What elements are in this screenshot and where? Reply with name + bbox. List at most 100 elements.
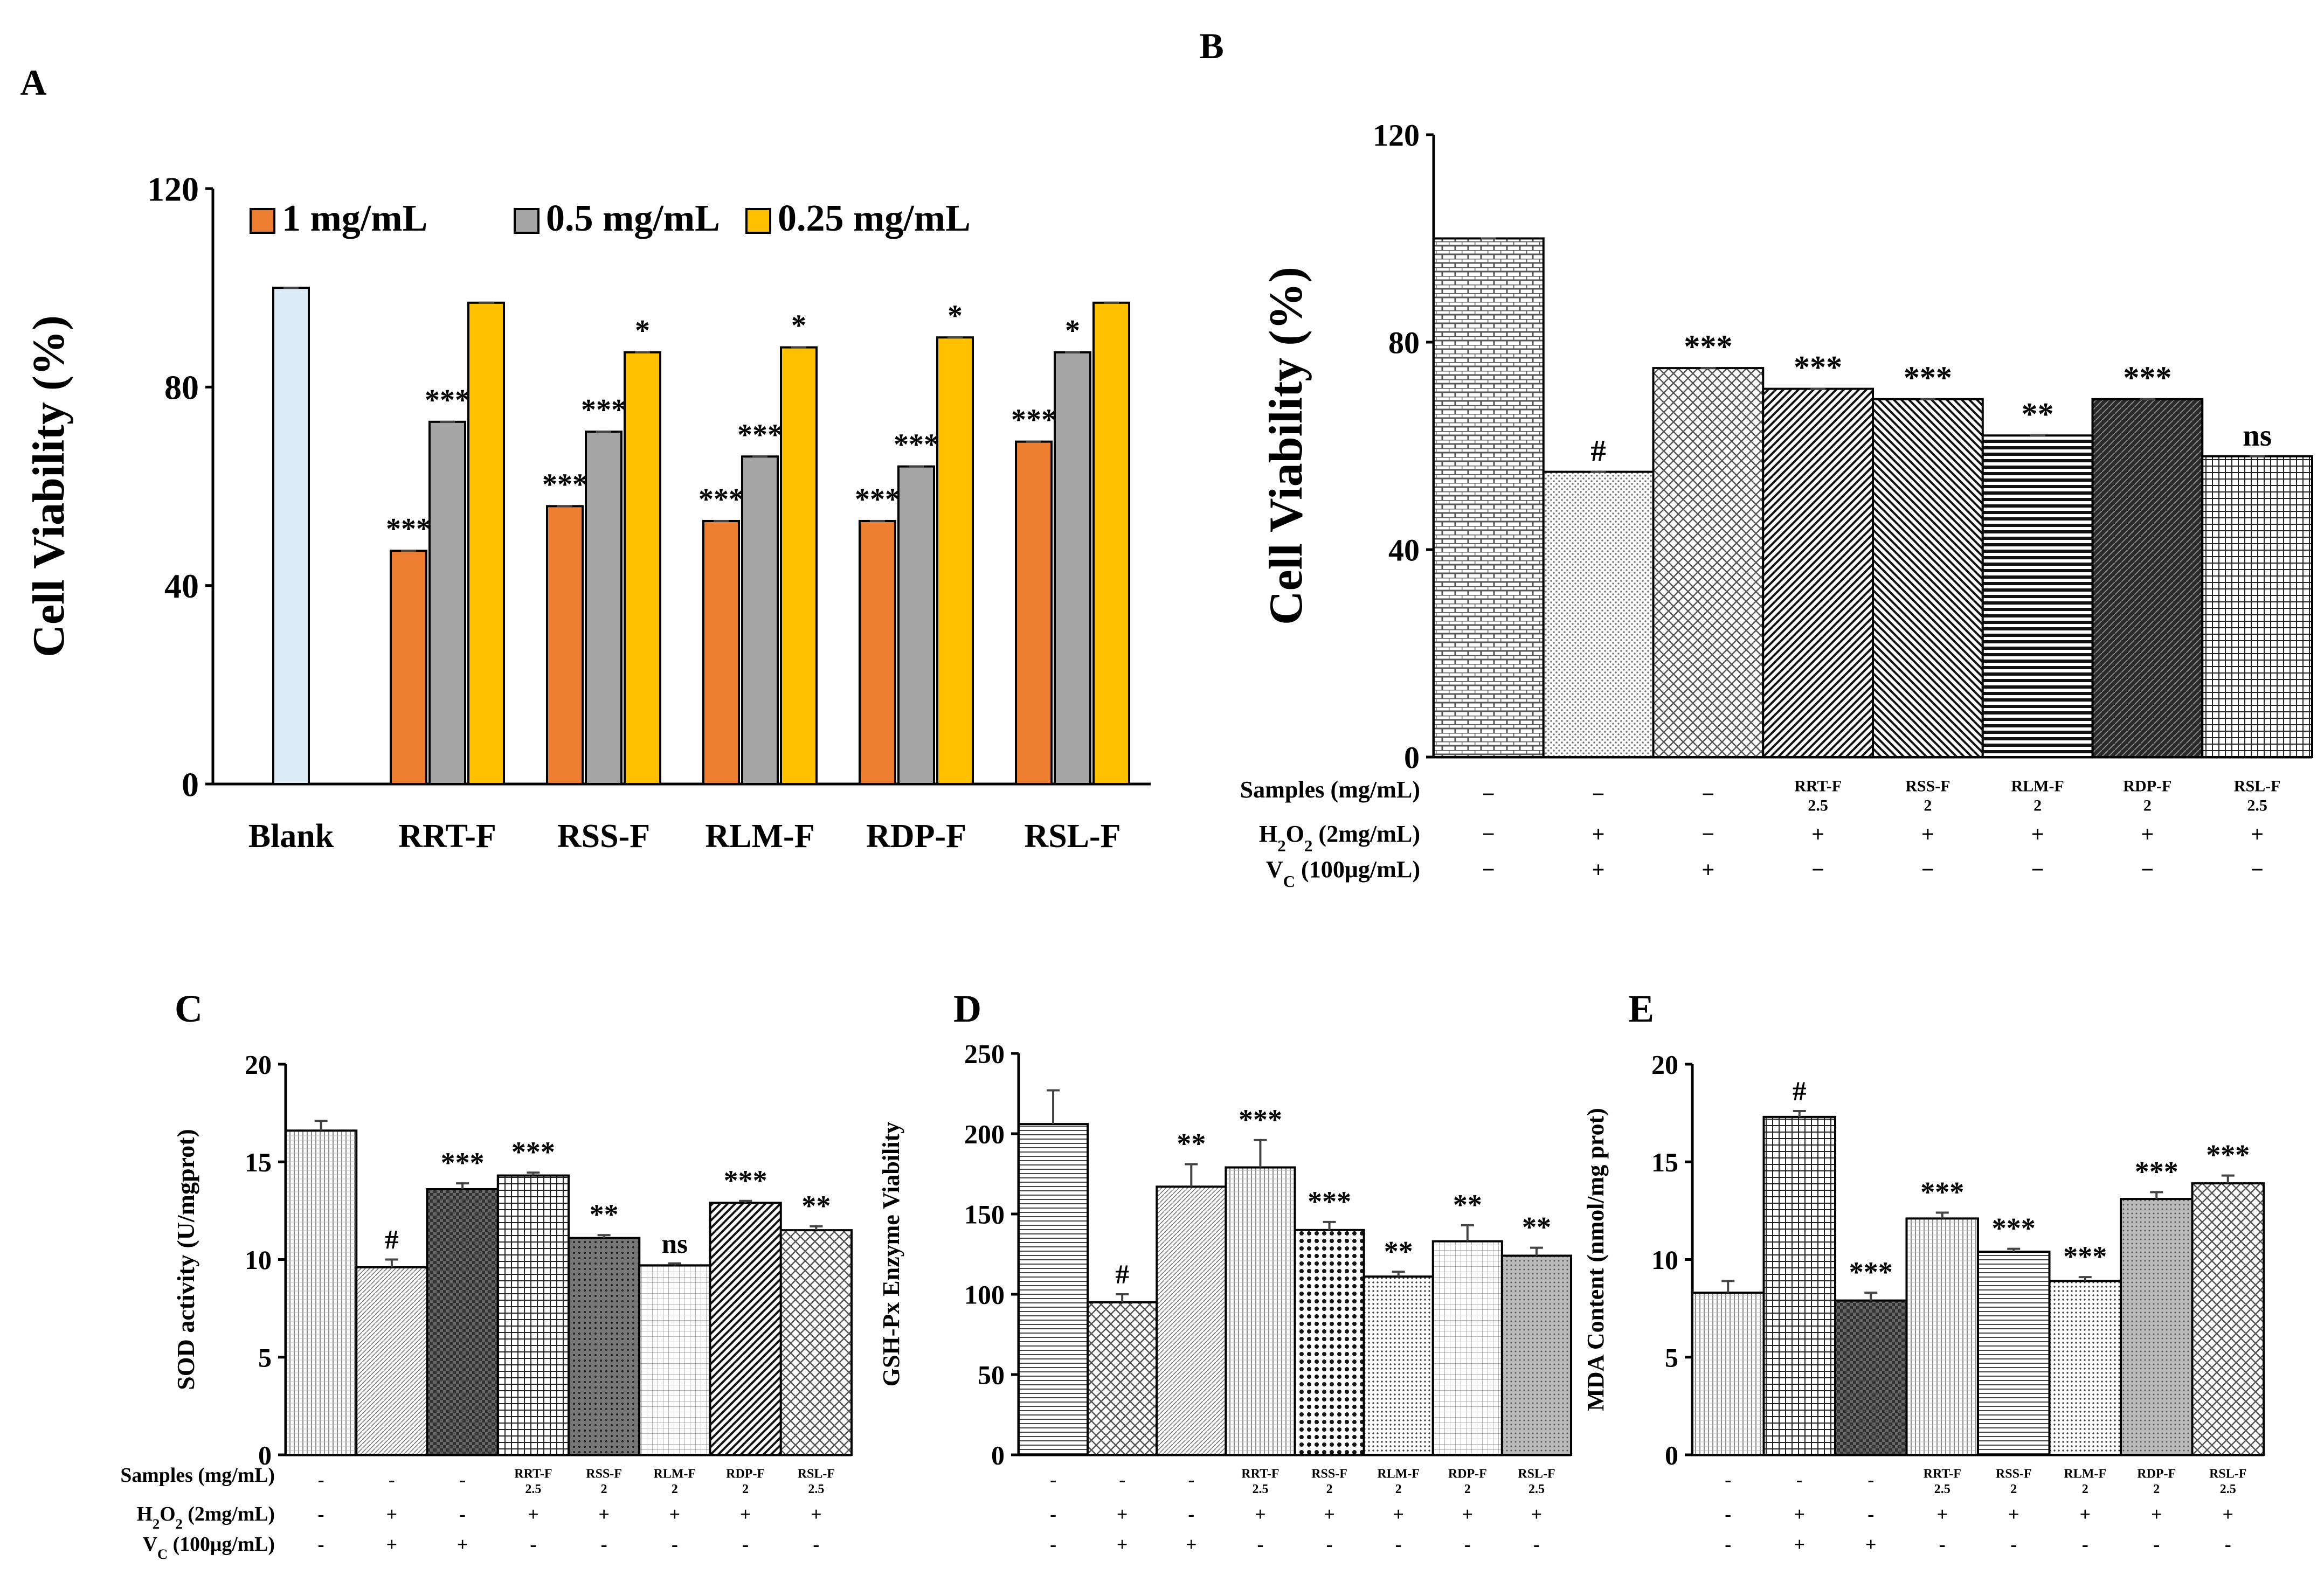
- a-y-tick-label: 40: [164, 567, 199, 605]
- c-vc-mark: -: [813, 1534, 819, 1555]
- b-significance-mark: #: [1590, 434, 1606, 468]
- c-bar: [779, 1229, 853, 1456]
- c-h2o2-mark: -: [318, 1503, 324, 1525]
- b-h2o2-mark: +: [1811, 822, 1824, 847]
- b-h2o2-mark: −: [1482, 822, 1495, 847]
- e-vc-mark: -: [1939, 1534, 1946, 1555]
- b-row-label-vc: VC (100μg/mL): [1266, 856, 1420, 891]
- d-vc-mark: -: [1395, 1534, 1402, 1555]
- a-y-tick-label: 120: [147, 170, 199, 208]
- e-sample-dose: 2.5: [1934, 1482, 1950, 1496]
- a-bar: [585, 431, 622, 785]
- e-sample-dose: 2.5: [2220, 1482, 2236, 1496]
- b-bar: [1981, 434, 2094, 758]
- c-significance-mark: ***: [511, 1136, 555, 1168]
- e-vc-mark: -: [2153, 1534, 2160, 1555]
- e-vc-mark: -: [2225, 1534, 2231, 1555]
- c-row-label-h2o2: H2O2 (2mg/mL): [137, 1503, 275, 1532]
- c-significance-mark: ***: [724, 1164, 767, 1197]
- e-significance-mark: ***: [1920, 1176, 1964, 1209]
- b-vc-mark: −: [1482, 858, 1495, 883]
- e-h2o2-mark: -: [1725, 1503, 1731, 1525]
- e-h2o2-mark: +: [2008, 1503, 2019, 1525]
- c-y-axis-title: SOD activity (U/mgprot): [172, 1129, 199, 1390]
- b-h2o2-mark: +: [2031, 822, 2044, 847]
- e-sample-name: RRT-F: [1924, 1467, 1961, 1481]
- b-samples-mark: −: [1482, 782, 1495, 807]
- a-legend-label: 0.25 mg/mL: [778, 198, 971, 239]
- a-legend-swatch: [514, 208, 540, 234]
- e-h2o2-mark: +: [2222, 1503, 2233, 1525]
- c-h2o2-mark: +: [386, 1503, 398, 1525]
- c-y-tick-label: 5: [258, 1342, 272, 1372]
- d-significance-mark: #: [1115, 1259, 1129, 1290]
- d-h2o2-mark: -: [1188, 1503, 1194, 1525]
- e-bar: [2048, 1280, 2122, 1456]
- a-legend-swatch: [250, 208, 275, 234]
- e-significance-mark: ***: [1992, 1212, 2036, 1245]
- e-sample-name: RLM-F: [2064, 1467, 2106, 1481]
- e-y-tick-label: 5: [1665, 1342, 1678, 1372]
- e-sample-dose: 2: [2153, 1482, 2160, 1496]
- b-y-tick-label: 0: [1404, 740, 1420, 775]
- c-sample-dose: 2: [601, 1482, 607, 1496]
- e-sample-name: RSS-F: [1996, 1467, 2032, 1481]
- d-significance-mark: **: [1384, 1235, 1413, 1267]
- d-sample-name: RLM-F: [1377, 1467, 1420, 1481]
- c-bar: [568, 1237, 641, 1456]
- c-vc-mark: -: [742, 1534, 749, 1555]
- e-vc-mark: -: [2010, 1534, 2017, 1555]
- d-significance-mark: ***: [1308, 1185, 1351, 1218]
- c-samples-mark: -: [318, 1469, 324, 1490]
- d-significance-mark: **: [1177, 1128, 1206, 1160]
- a-bar: [467, 301, 505, 785]
- c-bar: [709, 1202, 782, 1456]
- d-significance-mark: ***: [1239, 1104, 1282, 1136]
- c-sample-dose: 2.5: [808, 1482, 824, 1496]
- a-bar: [1015, 440, 1053, 785]
- e-vc-mark: +: [1794, 1534, 1805, 1555]
- d-y-axis-title: GSH-Px Enzyme Viability: [878, 1122, 904, 1386]
- d-sample-name: RDP-F: [1448, 1467, 1487, 1481]
- e-significance-mark: ***: [2135, 1155, 2178, 1188]
- a-bar: [741, 455, 779, 785]
- c-y-tick-label: 20: [245, 1050, 272, 1080]
- a-significance-mark: *: [635, 314, 650, 348]
- c-sample-dose: 2: [742, 1482, 749, 1496]
- b-h2o2-mark: +: [2251, 822, 2264, 847]
- panel-label-d: D: [953, 987, 981, 1030]
- a-bar: [1092, 301, 1130, 785]
- e-y-tick-label: 20: [1651, 1050, 1678, 1080]
- a-bar: [702, 519, 740, 785]
- a-significance-mark: *: [791, 309, 806, 343]
- e-sample-name: RSL-F: [2209, 1467, 2246, 1481]
- c-sample-name: RLM-F: [654, 1467, 696, 1481]
- a-bar: [546, 505, 584, 785]
- d-sample-name: RSL-F: [1518, 1467, 1555, 1481]
- a-bar: [859, 519, 896, 785]
- c-sample-name: RSL-F: [798, 1467, 835, 1481]
- e-bar: [2191, 1182, 2265, 1456]
- b-samples-mark: −: [1592, 782, 1605, 807]
- a-legend-label: 0.5 mg/mL: [546, 198, 720, 239]
- d-sample-name: RRT-F: [1241, 1467, 1279, 1481]
- b-significance-mark: ***: [2123, 360, 2171, 396]
- d-vc-mark: -: [1257, 1534, 1263, 1555]
- c-h2o2-mark: +: [740, 1503, 751, 1525]
- d-h2o2-mark: +: [1462, 1503, 1474, 1525]
- d-bar: [1500, 1254, 1572, 1456]
- b-significance-mark: ***: [1794, 350, 1842, 385]
- c-significance-mark: **: [590, 1198, 619, 1231]
- c-h2o2-mark: -: [459, 1503, 466, 1525]
- d-vc-mark: -: [1050, 1534, 1056, 1555]
- d-bar: [1431, 1240, 1503, 1456]
- d-sample-dose: 2: [1464, 1482, 1471, 1496]
- b-bar: [2091, 398, 2204, 758]
- c-significance-mark: **: [801, 1190, 831, 1222]
- c-vc-mark: +: [457, 1534, 468, 1555]
- b-row-label-samples: Samples (mg/mL): [1240, 776, 1420, 803]
- b-row-label-h2o2: H2O2 (2mg/mL): [1259, 821, 1420, 855]
- d-h2o2-mark: +: [1255, 1503, 1266, 1525]
- d-samples-mark: -: [1050, 1469, 1056, 1490]
- d-sample-dose: 2: [1326, 1482, 1333, 1496]
